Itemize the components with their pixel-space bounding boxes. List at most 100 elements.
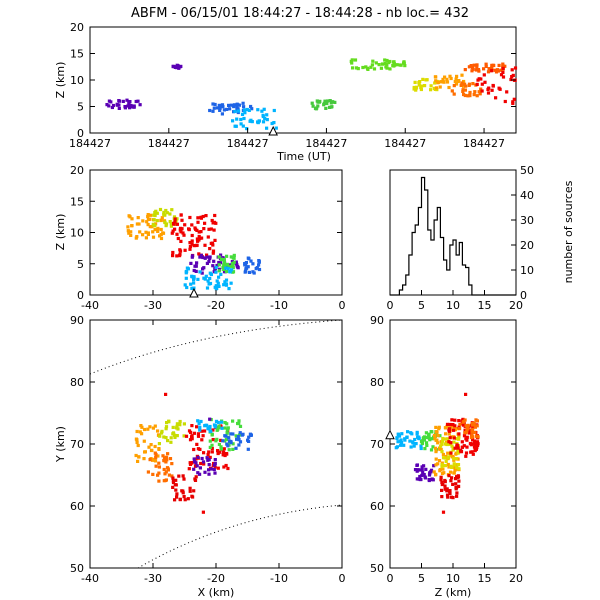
plan-view-source [216,420,220,425]
z-y-source [397,433,401,438]
z-y-source [449,451,453,455]
plan-view-source [178,498,182,502]
plan-view-source [196,419,200,423]
z-y-source [457,449,461,453]
plan-view-source [161,454,165,458]
z-y-source [440,450,444,454]
z-y-source [396,440,400,444]
plan-view-source [224,452,229,456]
time-height-source [109,100,113,104]
time-height-source [474,68,478,72]
plan-view-source [192,489,196,493]
x-height-source [224,269,229,274]
x-height-source [154,222,158,226]
plan-view-source [237,419,241,423]
plan-view-source [148,458,152,462]
x-height-source [244,269,248,273]
x-height-source [195,243,199,247]
plan-view-source [225,431,229,435]
x-height-source [183,248,187,252]
x-height-source [159,218,163,223]
z-y-source [419,444,423,448]
x-height-source [202,227,206,231]
plan-view-source [174,488,178,492]
plan-view-source [169,436,173,440]
plan-view-source [198,466,202,470]
z-y-source [456,475,461,479]
plan-view-source [192,447,196,452]
x-height-source [164,208,168,213]
x-height-source [185,285,189,290]
time-height-source [331,100,335,104]
x-height-source [173,217,177,221]
x-height-source [219,253,223,257]
time-height-source [385,58,389,63]
x-height-source [129,230,133,234]
time-height-source [325,101,329,106]
time-height-source [448,74,452,78]
x-height-source [152,218,156,222]
x-tick-label: -40 [81,299,99,312]
z-y-source [432,464,436,468]
x-height-source [196,277,200,281]
time-tick-label: 184427 [384,137,426,150]
z-y-source [454,457,458,461]
x-height-source [222,261,226,265]
time-height-source [501,64,505,68]
x-height-source [199,253,203,257]
x-tick-label: -30 [144,299,162,312]
x-height-source [198,270,202,274]
plan-view-source [231,442,235,446]
z-y-source [434,472,438,476]
plan-view-source [151,458,155,462]
plan-view-source [214,439,218,443]
z-y-source [429,448,434,452]
time-height-source [419,87,423,92]
z-y-source [431,478,435,482]
x-height-source [214,270,218,274]
time-height-source [179,64,183,68]
plan-view-source [223,453,227,458]
z-y-source [434,446,438,450]
plan-view-source [165,456,169,460]
plan-view-source [188,438,193,442]
plan-view-source [226,466,230,471]
time-height-source [429,84,433,88]
x-height-source [130,217,134,221]
time-height-source [482,73,486,77]
time-height-source [468,90,472,95]
time-height-source [480,82,484,86]
z-y-source [472,439,476,443]
time-height-source [459,83,463,87]
plan-view-source [164,470,168,474]
plan-view-source [171,485,175,489]
x-height-source [182,233,186,237]
plan-view-source [151,426,155,430]
plan-view-source [200,429,204,433]
plan-view-source [173,483,177,487]
plan-view-source [224,437,228,442]
x-height-source [194,269,198,273]
plan-view-source [219,447,223,451]
time-height-source [487,86,491,90]
z-y-source [443,437,447,441]
time-height-source [237,109,241,113]
x-height-source [153,213,157,218]
plan-view-source [199,419,203,424]
z-y-source [399,438,403,442]
x-height-source [257,267,262,272]
time-height-source [413,80,417,84]
plan-view-source [154,456,158,460]
z-y-source [447,429,452,433]
plan-view-source [135,429,139,434]
z-y-source [440,488,444,492]
z-y-source [454,477,458,481]
x-tick-label: -10 [270,572,288,585]
z-y-source [455,437,459,441]
plan-view-source [231,432,235,436]
time-height-source [233,109,237,113]
time-height-source [441,77,445,81]
x-height-source [181,231,185,235]
x-height-source [146,223,150,227]
plan-view-source [192,467,196,471]
